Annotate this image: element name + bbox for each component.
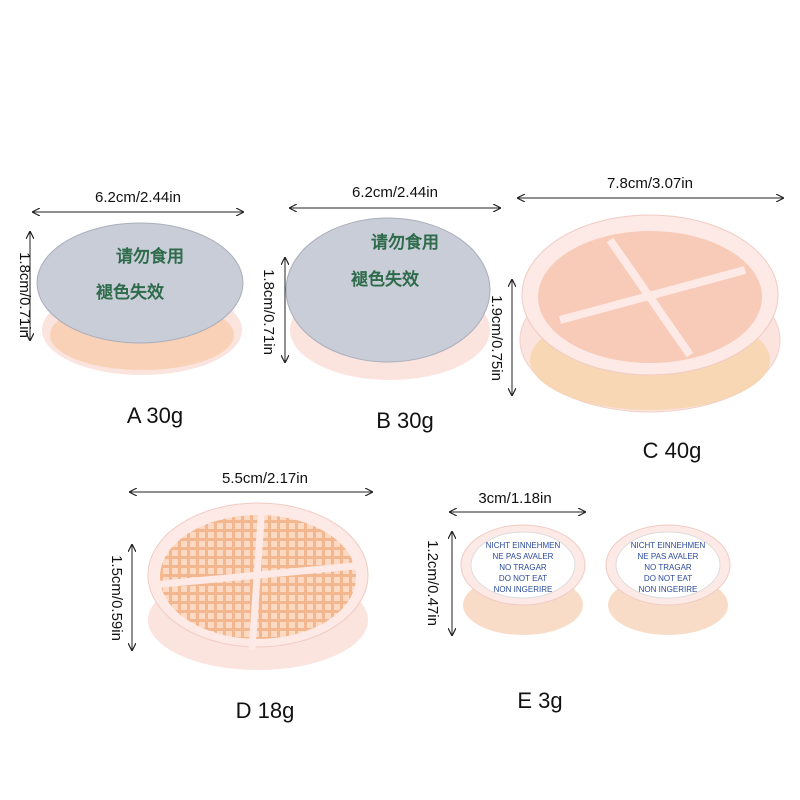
- product-label: B 30g: [376, 408, 434, 433]
- warning-text: NICHT EINNEHMEN: [631, 541, 706, 550]
- foil-lid: [36, 222, 244, 344]
- product-d: 5.5cm/2.17in 1.5cm/0.59in D 18g: [108, 470, 372, 723]
- warning-text: NO TRAGAR: [644, 563, 692, 572]
- warning-text: NE PAS AVALER: [493, 552, 554, 561]
- product-label: C 40g: [643, 438, 702, 463]
- warning-text: NON INGERIRE: [494, 585, 553, 594]
- foil-lid: [285, 217, 491, 363]
- lid-divider: [151, 504, 366, 651]
- product-e: 3cm/1.18in 1.2cm/0.47in NICHT EINNEHMEN …: [424, 490, 731, 713]
- warning-text: NO TRAGAR: [499, 563, 547, 572]
- product-b: 6.2cm/2.44in 1.8cm/0.71in 请勿食用 褪色失效 B 30…: [260, 184, 500, 433]
- lid-text: 请勿食用: [371, 232, 439, 252]
- warning-text: DO NOT EAT: [644, 574, 692, 583]
- width-label: 7.8cm/3.07in: [607, 175, 693, 192]
- width-label: 3cm/1.18in: [478, 490, 551, 507]
- warning-text: NON INGERIRE: [639, 585, 698, 594]
- width-label: 5.5cm/2.17in: [222, 470, 308, 487]
- height-label: 1.2cm/0.47in: [424, 540, 441, 626]
- container-1: NICHT EINNEHMEN NE PAS AVALER NO TRAGAR …: [460, 524, 586, 635]
- width-label: 6.2cm/2.44in: [352, 184, 438, 201]
- product-c: 7.8cm/3.07in 1.9cm/0.75in C 40g: [488, 175, 783, 463]
- lid-text: 褪色失效: [96, 282, 164, 302]
- width-label: 6.2cm/2.44in: [95, 189, 181, 206]
- height-label: 1.8cm/0.71in: [260, 269, 277, 355]
- height-label: 1.5cm/0.59in: [108, 555, 125, 641]
- height-label: 1.8cm/0.71in: [16, 252, 33, 338]
- lid-text: 褪色失效: [351, 269, 419, 289]
- warning-text: NE PAS AVALER: [638, 552, 699, 561]
- warning-text: NICHT EINNEHMEN: [486, 541, 561, 550]
- product-label: D 18g: [236, 698, 295, 723]
- lid-divider: [558, 237, 747, 358]
- height-label: 1.9cm/0.75in: [488, 295, 505, 381]
- product-label: A 30g: [127, 403, 183, 428]
- warning-text: DO NOT EAT: [499, 574, 547, 583]
- lid-text: 请勿食用: [116, 246, 184, 266]
- container-2: NICHT EINNEHMEN NE PAS AVALER NO TRAGAR …: [605, 524, 731, 635]
- product-a: 6.2cm/2.44in 1.8cm/0.71in 请勿食用 褪色失效 A 30…: [16, 189, 243, 428]
- product-label: E 3g: [517, 688, 562, 713]
